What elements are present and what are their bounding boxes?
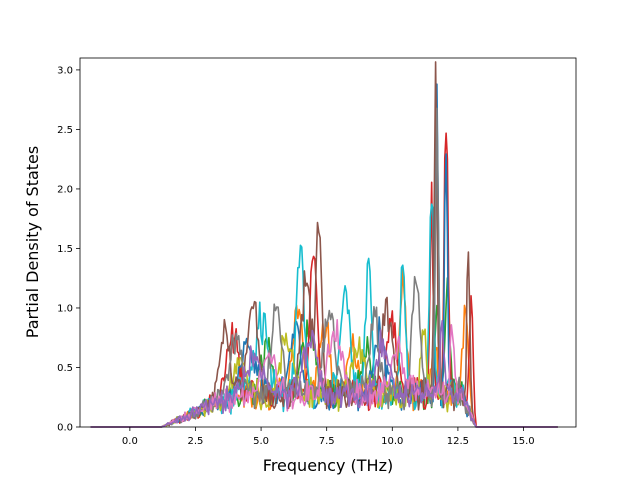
y-tick-label: 2.5 — [57, 125, 73, 136]
plot-background — [80, 58, 576, 427]
y-tick-label: 2.0 — [57, 184, 73, 195]
x-tick-label: 12.5 — [447, 436, 469, 447]
y-tick-label: 0.5 — [57, 363, 73, 374]
x-tick-label: 2.5 — [188, 436, 204, 447]
y-tick-label: 3.0 — [57, 65, 73, 76]
y-tick-label: 1.5 — [57, 244, 73, 255]
x-tick-label: 5.0 — [253, 436, 269, 447]
x-axis-label: Frequency (THz) — [263, 456, 393, 475]
plot-frame — [79, 57, 577, 428]
y-tick-label: 1.0 — [57, 303, 73, 314]
y-axis-label: Partial Density of States — [23, 146, 42, 338]
x-tick-label: 0.0 — [122, 436, 138, 447]
x-tick-label: 15.0 — [512, 436, 534, 447]
y-axis-ticks: 0.0 0.5 1.0 1.5 2.0 2.5 3.0 — [57, 65, 80, 434]
y-tick-label: 0.0 — [57, 423, 73, 434]
x-tick-label: 7.5 — [319, 436, 335, 447]
x-tick-label: 10.0 — [381, 436, 403, 447]
x-axis-ticks: 0.0 2.5 5.0 7.5 10.0 12.5 15.0 — [122, 427, 535, 447]
